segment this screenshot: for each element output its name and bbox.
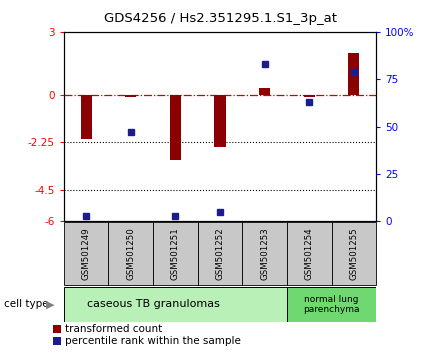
Text: GSM501252: GSM501252	[216, 227, 224, 280]
Bar	[348, 53, 359, 95]
Bar	[287, 222, 332, 285]
Bar	[214, 95, 226, 147]
Bar	[242, 222, 287, 285]
Text: GSM501255: GSM501255	[349, 227, 359, 280]
Text: GSM501253: GSM501253	[260, 227, 269, 280]
Text: GSM501251: GSM501251	[171, 227, 180, 280]
Text: GSM501250: GSM501250	[126, 227, 135, 280]
Bar	[64, 287, 287, 322]
Text: transformed count: transformed count	[65, 324, 162, 334]
Text: GSM501249: GSM501249	[81, 227, 91, 280]
Bar	[64, 222, 108, 285]
Bar	[153, 222, 198, 285]
Text: GDS4256 / Hs2.351295.1.S1_3p_at: GDS4256 / Hs2.351295.1.S1_3p_at	[103, 12, 337, 25]
Text: caseous TB granulomas: caseous TB granulomas	[87, 299, 220, 309]
Bar	[108, 222, 153, 285]
Text: GSM501254: GSM501254	[305, 227, 314, 280]
Bar	[198, 222, 242, 285]
Text: ▶: ▶	[46, 299, 55, 309]
Bar	[287, 287, 376, 322]
Bar	[170, 95, 181, 160]
Text: percentile rank within the sample: percentile rank within the sample	[65, 336, 241, 346]
Bar	[332, 222, 376, 285]
Text: cell type: cell type	[4, 299, 49, 309]
Bar	[259, 88, 270, 95]
Bar	[81, 95, 92, 139]
Bar	[125, 95, 136, 97]
Bar	[304, 95, 315, 97]
Text: normal lung
parenchyma: normal lung parenchyma	[303, 295, 360, 314]
